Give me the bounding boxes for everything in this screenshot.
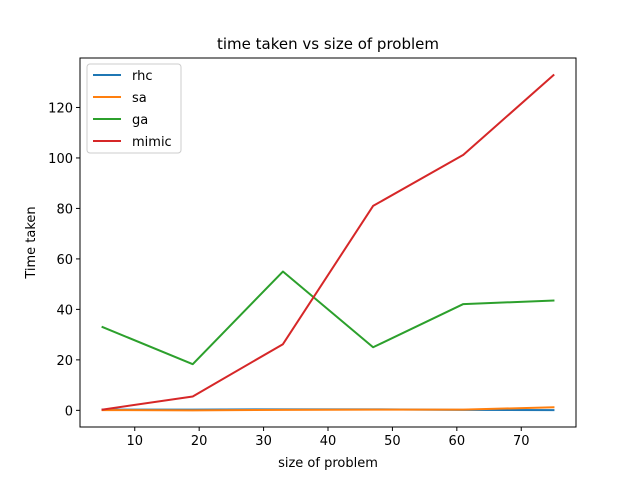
x-axis-label: size of problem	[278, 456, 378, 471]
series-layer	[101, 73, 555, 412]
x-axis-ticks: 10 20 30 40 50 60 70	[126, 427, 530, 449]
y-axis-ticks: 0 20 40 60 80 100 120	[48, 101, 80, 419]
series-line-sa	[101, 406, 555, 412]
y-tick-label: 100	[48, 152, 73, 167]
x-tick-label: 40	[320, 434, 337, 449]
x-tick-label: 50	[384, 434, 401, 449]
series-line-ga	[101, 270, 555, 366]
y-tick-label: 80	[56, 202, 73, 217]
legend-label-sa: sa	[132, 91, 147, 106]
legend-label-mimic: mimic	[132, 135, 172, 150]
x-tick-label: 30	[255, 434, 272, 449]
y-tick-label: 20	[56, 354, 73, 369]
x-tick-label: 60	[449, 434, 466, 449]
legend-frame	[86, 63, 182, 154]
series-line-mimic	[101, 73, 555, 411]
y-tick-label: 60	[56, 253, 73, 268]
y-tick-label: 120	[48, 101, 73, 116]
chart-title: time taken vs size of problem	[217, 35, 439, 53]
x-tick-label: 20	[191, 434, 208, 449]
y-axis-label: Time taken	[24, 206, 39, 279]
y-tick-label: 40	[56, 303, 73, 318]
x-tick-label: 70	[513, 434, 530, 449]
y-tick-label: 0	[65, 404, 73, 419]
legend-label-ga: ga	[132, 113, 148, 128]
legend-label-rhc: rhc	[132, 69, 153, 84]
legend: rhc sa ga mimic	[86, 63, 182, 154]
x-tick-label: 10	[126, 434, 143, 449]
